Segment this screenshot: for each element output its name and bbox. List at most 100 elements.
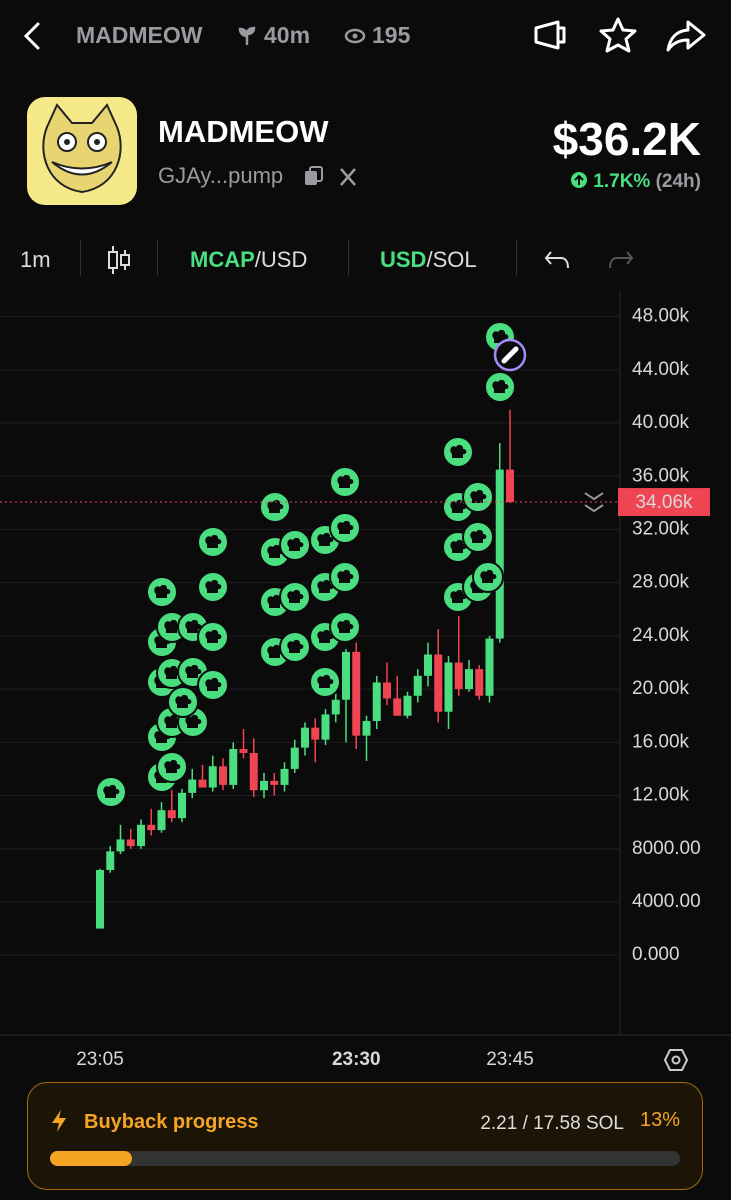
trade-marker-icon [317,629,334,643]
mcap-toggle[interactable]: MCAP/USD [190,247,307,273]
y-tick-label: 16.00k [632,731,690,752]
price-change: 1.7K% (24h) [570,171,701,193]
candle-body [403,695,412,716]
candle-body [167,810,176,819]
buyback-percent: 13% [639,1109,680,1131]
candle-body [393,698,402,716]
candle-body [239,748,248,753]
x-tick-label: 23:05 [76,1049,124,1070]
candle-body [465,669,473,690]
trade-marker-icon [337,619,354,633]
back-button[interactable] [20,20,46,52]
buyback-title: Buyback progress [84,1111,259,1133]
candle-body [485,638,494,696]
candle-body [229,748,238,785]
x-tick-label: 23:45 [486,1049,534,1070]
settings-button [663,1049,689,1071]
age-icon [238,26,256,45]
chart-type-button[interactable] [106,244,132,276]
trade-marker-icon [164,619,181,633]
candle-body [147,824,156,831]
up-icon [571,172,587,188]
token-name: MADMEOW [158,114,329,149]
candle-body [331,699,340,715]
candle-body [362,721,371,736]
trade-marker-icon [154,584,171,598]
favorite-button[interactable] [598,16,638,56]
trade-marker-icon [205,629,222,643]
candle-body [260,780,268,791]
trade-marker-icon [205,579,222,593]
candle-body [434,654,443,712]
market-cap: $36.2K [552,113,701,165]
buyback-amount: 2.21 / 17.58 SOL [480,1113,624,1134]
candle-body [178,792,186,819]
share-button[interactable] [664,16,708,56]
trade-marker-icon [480,569,497,583]
trade-marker-icon [267,499,284,513]
progress-fill [50,1151,132,1166]
header-name: MADMEOW [76,22,203,48]
undo-button[interactable] [543,248,571,272]
candle-body [444,662,453,712]
y-tick-label: 36.00k [632,465,690,486]
candle-body [506,469,514,503]
usd-toggle[interactable]: USD/SOL [380,247,477,273]
trade-marker-icon [185,664,202,678]
y-tick-label: 32.00k [632,518,690,539]
divider [80,240,81,276]
token-avatar [27,97,137,205]
candle-body [424,654,432,676]
age: 40m [264,22,311,48]
candle-body [126,839,135,847]
trade-marker-icon [337,569,354,583]
usd: USD [380,247,427,272]
settings-dot [671,1055,681,1065]
divider [157,240,158,276]
candle-body [342,651,350,700]
change: 1.7K% [593,171,651,192]
divider [348,240,349,276]
last-price-label: 34.06k [635,492,693,513]
redo-button[interactable] [607,248,635,272]
candle-body [383,682,391,699]
candle-body [157,810,166,831]
candle-body [219,766,227,785]
trade-marker-icon [164,665,181,679]
trade-marker-icon [185,714,202,728]
divider [516,240,517,276]
trade-marker-icon [317,532,334,546]
candle-body [280,768,289,785]
token-address[interactable]: GJAy...pump [158,163,284,188]
candle-body [301,727,309,748]
trade-marker-icon [337,474,354,488]
trade-marker-icon [492,329,509,343]
alert-button[interactable] [530,16,570,56]
bolt-icon [52,1110,66,1132]
candle-body [270,780,279,785]
viewers: 195 [372,22,411,48]
candle-body [454,662,463,690]
trade-marker-icon [317,674,334,688]
y-tick-label: 24.00k [632,625,690,646]
trade-marker-icon [337,520,354,534]
mcap-suffix: /USD [254,247,308,272]
chart: 0.000 4000.00 8000.00 12.00k 16.00k 20.00k 24.… [0,290,731,1071]
address-actions[interactable] [303,165,359,189]
trade-marker-icon [175,694,192,708]
y-tick-label: 40.00k [632,412,690,433]
candle-body [116,839,125,852]
trade-marker-icon [164,759,181,773]
trade-marker-icon [205,534,222,548]
mcap: MCAP [190,247,255,272]
candle-body [208,766,217,788]
trade-marker-icon [450,499,467,513]
y-tick-label: 8000.00 [632,838,701,859]
trade-marker-icon [450,539,467,553]
last-price-box [618,488,710,517]
period: (24h) [655,171,701,192]
trade-marker-icon [492,379,509,393]
interval[interactable]: 1m [20,247,51,272]
trade-marker-icon [287,639,304,653]
